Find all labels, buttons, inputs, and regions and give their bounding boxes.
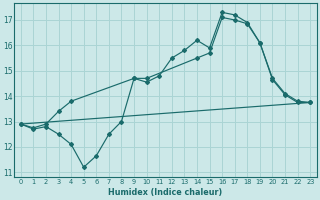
X-axis label: Humidex (Indice chaleur): Humidex (Indice chaleur) bbox=[108, 188, 223, 197]
